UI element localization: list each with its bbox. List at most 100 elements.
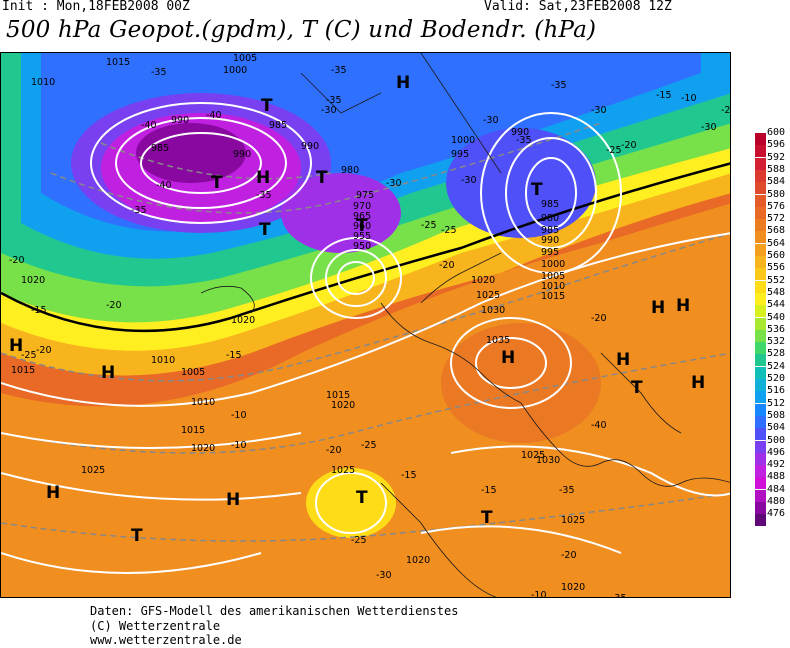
isobar-label: 1000 bbox=[541, 259, 565, 270]
legend-value: 484 bbox=[767, 483, 786, 495]
isobar-label: 1010 bbox=[191, 397, 215, 408]
high-pressure-marker: H bbox=[616, 350, 630, 370]
isotherm-label: -20 bbox=[439, 260, 455, 271]
legend-swatch bbox=[755, 415, 766, 428]
legend-swatch bbox=[755, 231, 766, 244]
legend-value: 572 bbox=[767, 213, 786, 225]
isobar-label: 1025 bbox=[521, 450, 545, 461]
isobar-label: 1010 bbox=[151, 355, 175, 366]
legend-swatch bbox=[755, 206, 766, 219]
isobar-label: 1010 bbox=[31, 77, 55, 88]
isotherm-label: -25 bbox=[21, 350, 37, 361]
low-pressure-marker: T bbox=[131, 526, 143, 546]
legend-swatch bbox=[755, 465, 766, 478]
legend-swatch bbox=[755, 391, 766, 404]
isobar-label: 1025 bbox=[561, 515, 585, 526]
isotherm-label: -20 bbox=[106, 300, 122, 311]
legend-entry: 532 bbox=[755, 336, 790, 355]
legend-swatch bbox=[755, 379, 766, 391]
isobar-label: 1015 bbox=[11, 365, 35, 376]
legend-value: 504 bbox=[767, 422, 786, 434]
legend-entry: 536 bbox=[755, 324, 790, 342]
isotherms bbox=[1, 122, 730, 542]
legend-swatch bbox=[755, 182, 766, 195]
legend-entry: 496 bbox=[755, 447, 790, 465]
legend-value: 584 bbox=[767, 176, 786, 188]
footer-data-source: Daten: GFS-Modell des amerikanischen Wet… bbox=[90, 604, 459, 618]
isotherm-label: -20 bbox=[621, 140, 637, 151]
isotherm-label: -35 bbox=[551, 80, 567, 91]
legend-swatch bbox=[755, 342, 766, 355]
high-pressure-marker: H bbox=[691, 373, 705, 393]
isobar-label: 960 bbox=[353, 221, 371, 232]
legend-entry: 516 bbox=[755, 385, 790, 404]
isobar-label: 1015 bbox=[541, 291, 565, 302]
isotherm-label: -30 bbox=[386, 178, 402, 189]
low-pressure-marker: T bbox=[481, 508, 493, 528]
isobar-label: 1005 bbox=[233, 53, 257, 64]
isobar-label: 1030 bbox=[536, 455, 560, 466]
legend-entry: 484 bbox=[755, 484, 790, 502]
high-pressure-marker: H bbox=[46, 483, 60, 503]
isotherm-label: -30 bbox=[701, 122, 717, 133]
legend-value: 496 bbox=[767, 446, 786, 458]
temperature-labels: -35 -35-40-40-35-40-35-30-35-30-25-20-15-… bbox=[9, 65, 730, 598]
isobar-label: 990 bbox=[233, 149, 251, 160]
legend-value: 528 bbox=[767, 348, 786, 360]
map-canvas: 1015101010051000990985990985990980975970… bbox=[1, 53, 730, 598]
isotherm-label: -35 bbox=[516, 135, 532, 146]
low-pressure-marker: T bbox=[356, 216, 368, 236]
legend-value: 588 bbox=[767, 163, 786, 175]
high-pressure-marker: H bbox=[396, 73, 410, 93]
isotherm-label: -15 bbox=[481, 485, 497, 496]
legend-swatch bbox=[755, 169, 766, 182]
legend-value: 480 bbox=[767, 496, 786, 507]
legend-entry: 560 bbox=[755, 250, 790, 268]
legend-entry: 504 bbox=[755, 422, 790, 441]
cutoff-low bbox=[306, 468, 396, 538]
isobar-label: 990 bbox=[301, 141, 319, 152]
legend-value: 500 bbox=[767, 434, 786, 446]
legend-value: 564 bbox=[767, 237, 786, 249]
isobar-label: 1020 bbox=[471, 275, 495, 286]
isobar-label: 1020 bbox=[561, 582, 585, 593]
legend-value: 532 bbox=[767, 336, 786, 348]
valid-time: Valid: Sat,23FEB2008 12Z bbox=[484, 0, 672, 14]
high-pressure-marker: H bbox=[9, 336, 23, 356]
isotherm-label: -35 bbox=[559, 485, 575, 496]
low-pressure-marker: T bbox=[631, 378, 643, 398]
legend-value: 540 bbox=[767, 311, 786, 323]
isotherm-label: -35 bbox=[256, 190, 272, 201]
isotherm-label: -35 bbox=[331, 65, 347, 76]
isobar-label: 1015 bbox=[326, 390, 350, 401]
high-pressure-marker: H bbox=[101, 363, 115, 383]
isobar-label: 1020 bbox=[231, 315, 255, 326]
legend-entry: 524 bbox=[755, 361, 790, 379]
isobar-label: 985 bbox=[541, 199, 559, 210]
legend-value: 516 bbox=[767, 385, 786, 397]
isotherm-label: -40 bbox=[206, 110, 222, 121]
isobar-label: 1025 bbox=[81, 465, 105, 476]
isobar-label: 1015 bbox=[181, 425, 205, 436]
isotherm-label: -40 bbox=[141, 120, 157, 131]
isotherm-label: -20 bbox=[36, 345, 52, 356]
isobar-label: 980 bbox=[541, 213, 559, 224]
legend-swatch bbox=[755, 219, 766, 232]
isobar-label: 1015 bbox=[106, 57, 130, 68]
isobar-label: 950 bbox=[353, 241, 371, 252]
legend-entry: 584 bbox=[755, 176, 790, 195]
isotherm-label: -35 bbox=[611, 593, 627, 598]
legend-entry: 520 bbox=[755, 373, 790, 391]
legend-entry: 552 bbox=[755, 275, 790, 293]
isotherm-label: -10 bbox=[531, 590, 547, 598]
legend-value: 568 bbox=[767, 225, 786, 237]
isobar-label: 955 bbox=[353, 231, 371, 242]
legend-entry: 492 bbox=[755, 459, 790, 478]
legend-swatch bbox=[755, 403, 766, 416]
legend-swatch bbox=[755, 256, 766, 268]
pressure-labels: 1015101010051000990985990985990980975970… bbox=[11, 53, 585, 593]
legend-entry: 564 bbox=[755, 238, 790, 256]
legend-entry: 568 bbox=[755, 225, 790, 244]
legend-entry: 556 bbox=[755, 262, 790, 281]
